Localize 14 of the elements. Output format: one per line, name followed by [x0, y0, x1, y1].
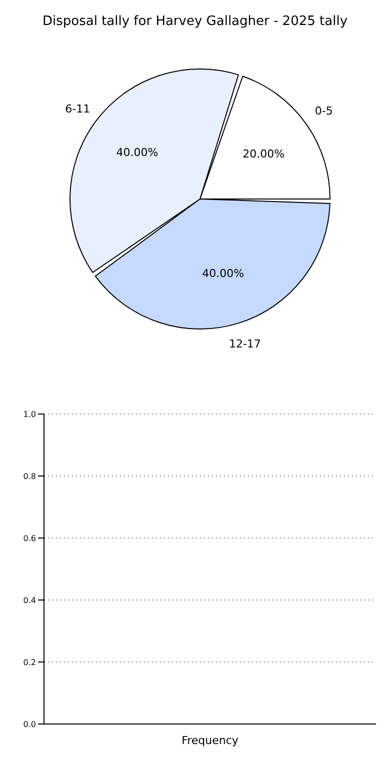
- y-tick-label: 0.2: [23, 658, 36, 667]
- data-label: 40.00%: [202, 267, 244, 280]
- y-tick-label: 0.6: [23, 534, 36, 543]
- y-tick-label: 0.8: [23, 472, 36, 481]
- data-label: 20.00%: [242, 147, 285, 160]
- slice-label: 12-17: [228, 338, 261, 351]
- x-axis-title: Frequency: [182, 734, 239, 747]
- y-tick-label: 1.0: [23, 410, 36, 419]
- y-tick-label: 0.0: [23, 720, 36, 729]
- slice-label: 0-5: [314, 104, 333, 118]
- y-tick-label: 0.4: [23, 596, 36, 605]
- data-label: 40.00%: [116, 146, 158, 160]
- chart-title: Disposal tally for Harvey Gallagher - 2025 tally: [41, 14, 349, 29]
- slice-label: 6-11: [65, 102, 90, 116]
